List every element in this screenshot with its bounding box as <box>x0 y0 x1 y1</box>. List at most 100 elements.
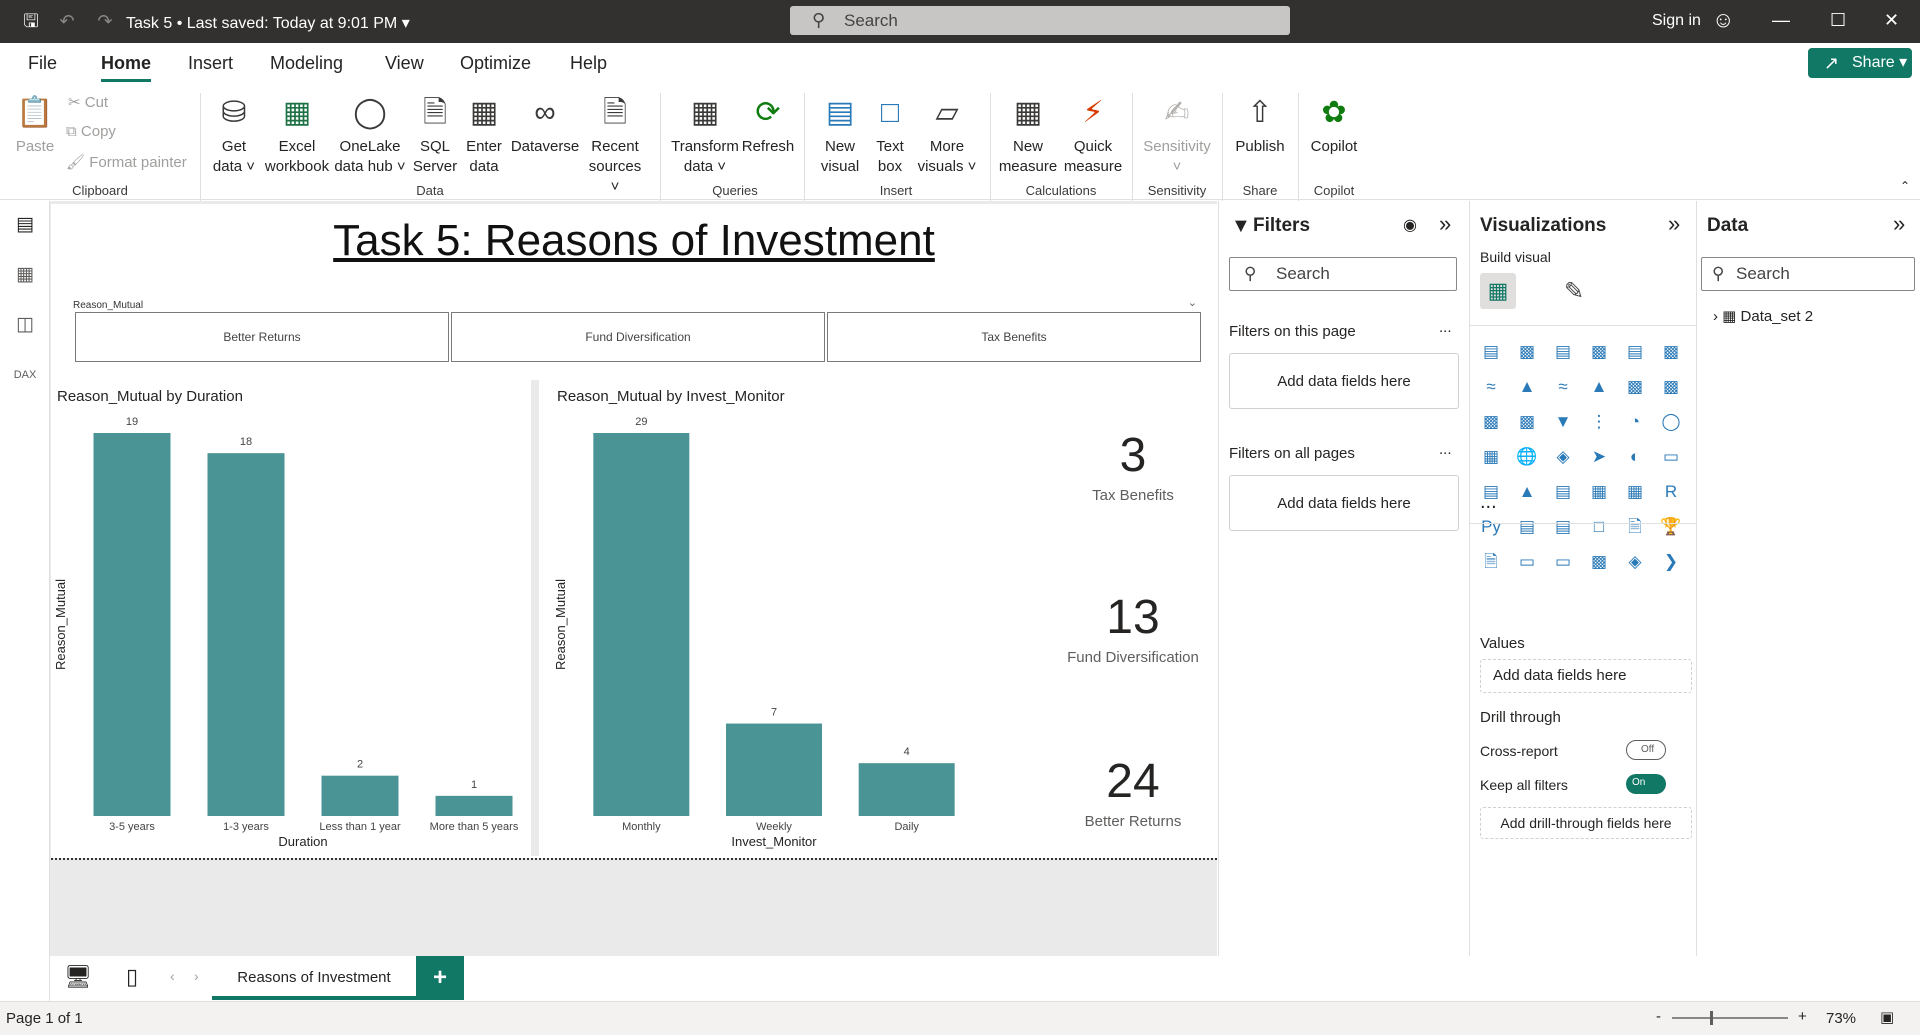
recent-sources-button[interactable]: 🗎 Recent sources ˅ <box>584 93 646 197</box>
kpi-icon[interactable]: ▲ <box>1518 482 1536 501</box>
slicer-item[interactable]: Better Returns <box>75 312 449 362</box>
sign-in-link[interactable]: Sign in <box>1652 12 1701 29</box>
filters-search-input[interactable]: ⚲ Search <box>1229 257 1457 291</box>
gauge-icon[interactable]: ◐ <box>1629 447 1641 466</box>
stacked-bar-icon[interactable]: ▤ <box>1482 342 1500 361</box>
new-visual-button[interactable]: ▤ New visual <box>812 93 868 177</box>
collapse-data-icon[interactable]: » <box>1893 211 1906 236</box>
area-icon[interactable]: ▲ <box>1518 377 1536 396</box>
decomposition-tree-icon[interactable]: ▤ <box>1554 517 1572 536</box>
waterfall-icon[interactable]: ▩ <box>1518 412 1536 431</box>
publish-button[interactable]: ⇧ Publish <box>1230 93 1290 157</box>
prev-page-icon[interactable]: ‹ <box>170 968 175 984</box>
eye-icon[interactable]: ◉ <box>1403 217 1417 234</box>
zoom-out-button[interactable]: - <box>1656 1008 1661 1025</box>
sql-server-button[interactable]: 🗎 SQL Server <box>412 93 458 177</box>
collapse-filters-icon[interactable]: » <box>1439 211 1452 236</box>
donut-icon[interactable]: ◯ <box>1661 412 1681 431</box>
excel-workbook-button[interactable]: ▦ Excel workbook <box>262 93 332 177</box>
narrative-icon[interactable]: 🗎 <box>1628 517 1642 536</box>
tab-home[interactable]: Home <box>101 53 152 82</box>
python-visual-icon[interactable]: Py <box>1481 517 1501 536</box>
get-data-button[interactable]: ⛁ Get data ˅ <box>208 93 260 177</box>
dataverse-button[interactable]: ∞ Dataverse <box>508 93 582 157</box>
fit-to-page-icon[interactable]: ▣ <box>1880 1009 1895 1026</box>
matrix-icon[interactable]: ▦ <box>1626 482 1644 501</box>
r-visual-icon[interactable]: R <box>1664 482 1678 501</box>
refresh-button[interactable]: ⟳ Refresh <box>740 93 796 157</box>
collapse-ribbon-icon[interactable]: ⌃ <box>1900 179 1911 193</box>
tab-view[interactable]: View <box>385 53 424 73</box>
save-icon[interactable]: 🖫 <box>23 11 39 31</box>
scatter-icon[interactable]: ⋮ <box>1590 412 1608 431</box>
document-title[interactable]: Task 5 • Last saved: Today at 9:01 PM ▾ <box>126 15 410 32</box>
quick-measure-button[interactable]: ⚡ Quick measure <box>1062 93 1124 177</box>
copilot-button[interactable]: ✿ Copilot <box>1306 93 1362 157</box>
copy-button[interactable]: ⧉ Copy <box>66 123 116 140</box>
line-stacked-column-icon[interactable]: ▩ <box>1662 377 1680 396</box>
tab-file[interactable]: File <box>28 53 58 73</box>
close-icon[interactable]: ✕ <box>1884 10 1900 30</box>
treemap-icon[interactable]: ▦ <box>1482 447 1500 466</box>
account-icon[interactable]: ☺ <box>1712 7 1735 32</box>
add-filter-field-page[interactable]: Add data fields here <box>1229 353 1459 409</box>
enter-data-button[interactable]: ▦ Enter data <box>462 93 506 177</box>
text-box-button[interactable]: □ Text box <box>866 93 914 177</box>
tab-help[interactable]: Help <box>570 53 608 73</box>
more-visuals-button[interactable]: ▱ More visuals ˅ <box>916 93 978 177</box>
slicer-item[interactable]: Tax Benefits <box>827 312 1201 362</box>
duration-chart[interactable]: Reason_Mutual by Duration 19 3-5 years 18 1… <box>51 380 539 856</box>
more-options-icon[interactable]: ... <box>1439 441 1452 458</box>
mobile-layout-icon[interactable]: ▯ <box>126 964 139 989</box>
tab-insert[interactable]: Insert <box>188 53 234 73</box>
table-view-icon[interactable]: ▦ <box>16 264 34 285</box>
add-filter-field-all[interactable]: Add data fields here <box>1229 475 1459 531</box>
new-measure-button[interactable]: ▦ New measure <box>996 93 1060 177</box>
maximize-icon[interactable]: ☐ <box>1830 10 1847 30</box>
collapse-visualizations-icon[interactable]: » <box>1668 211 1681 236</box>
chevron-down-icon[interactable]: ⌄ <box>1187 297 1197 309</box>
keep-all-filters-toggle[interactable]: On <box>1626 774 1666 794</box>
share-button[interactable]: ↗ Share ▾ <box>1808 48 1912 78</box>
ribbon-area-icon[interactable]: ▲ <box>1590 377 1608 396</box>
transform-data-button[interactable]: ▦ Transform data ˅ <box>668 93 742 177</box>
kpi-card[interactable]: 3 Tax Benefits <box>1049 380 1217 540</box>
next-page-icon[interactable]: › <box>194 968 199 984</box>
onelake-button[interactable]: ◯ OneLake data hub ˅ <box>332 93 408 177</box>
stacked-area-icon[interactable]: ≈ <box>1558 377 1568 396</box>
power-apps-icon[interactable]: ▩ <box>1590 552 1608 571</box>
funnel-icon[interactable]: ▼ <box>1554 412 1572 431</box>
zoom-slider[interactable] <box>1672 1011 1788 1025</box>
clustered-column-icon[interactable]: ▩ <box>1590 342 1608 361</box>
desktop-layout-icon[interactable]: 🖥 <box>64 964 92 989</box>
key-influencers-icon[interactable]: ▤ <box>1518 517 1536 536</box>
undo-icon[interactable]: ↶ <box>59 11 75 31</box>
tab-optimize[interactable]: Optimize <box>460 53 532 73</box>
more-arrow-icon[interactable]: ❯ <box>1663 552 1679 571</box>
card-icon[interactable]: ▭ <box>1662 447 1680 466</box>
100-bar-icon[interactable]: ▤ <box>1626 342 1644 361</box>
metrics-icon[interactable]: 🏆 <box>1660 517 1682 536</box>
format-visual-icon[interactable]: ✎ <box>1564 278 1585 305</box>
minimize-icon[interactable]: — <box>1772 10 1790 30</box>
model-view-icon[interactable]: ◫ <box>16 314 34 335</box>
build-visual-icon[interactable]: ▦ <box>1480 273 1516 309</box>
line-column-icon[interactable]: ▩ <box>1626 377 1644 396</box>
clustered-bar-icon[interactable]: ▤ <box>1554 342 1572 361</box>
sensitivity-button[interactable]: ✍ Sensitivity ˅ <box>1140 93 1214 177</box>
ribbon-icon[interactable]: ▩ <box>1482 412 1500 431</box>
dax-query-icon[interactable]: DAX <box>13 369 37 381</box>
zoom-thumb[interactable] <box>1710 1011 1713 1025</box>
more-options-icon[interactable]: ... <box>1439 319 1452 336</box>
qa-icon[interactable]: □ <box>1593 517 1605 536</box>
tab-modeling[interactable]: Modeling <box>270 53 344 73</box>
power-automate-icon[interactable]: ◈ <box>1628 552 1642 571</box>
cut-button[interactable]: ✂ Cut <box>68 93 108 111</box>
azure-map-icon[interactable]: ➤ <box>1591 447 1607 466</box>
kpi-card[interactable]: 13 Fund Diversification <box>1049 552 1217 702</box>
reason-slicer[interactable]: Reason_Mutual ⌄ Better Returns Fund Dive… <box>61 290 1211 370</box>
more-visuals-icon[interactable]: ... <box>1480 491 1497 513</box>
stacked-column-icon[interactable]: ▩ <box>1518 342 1536 361</box>
table-icon[interactable]: ▦ <box>1590 482 1608 501</box>
zoom-in-button[interactable]: + <box>1798 1008 1807 1025</box>
